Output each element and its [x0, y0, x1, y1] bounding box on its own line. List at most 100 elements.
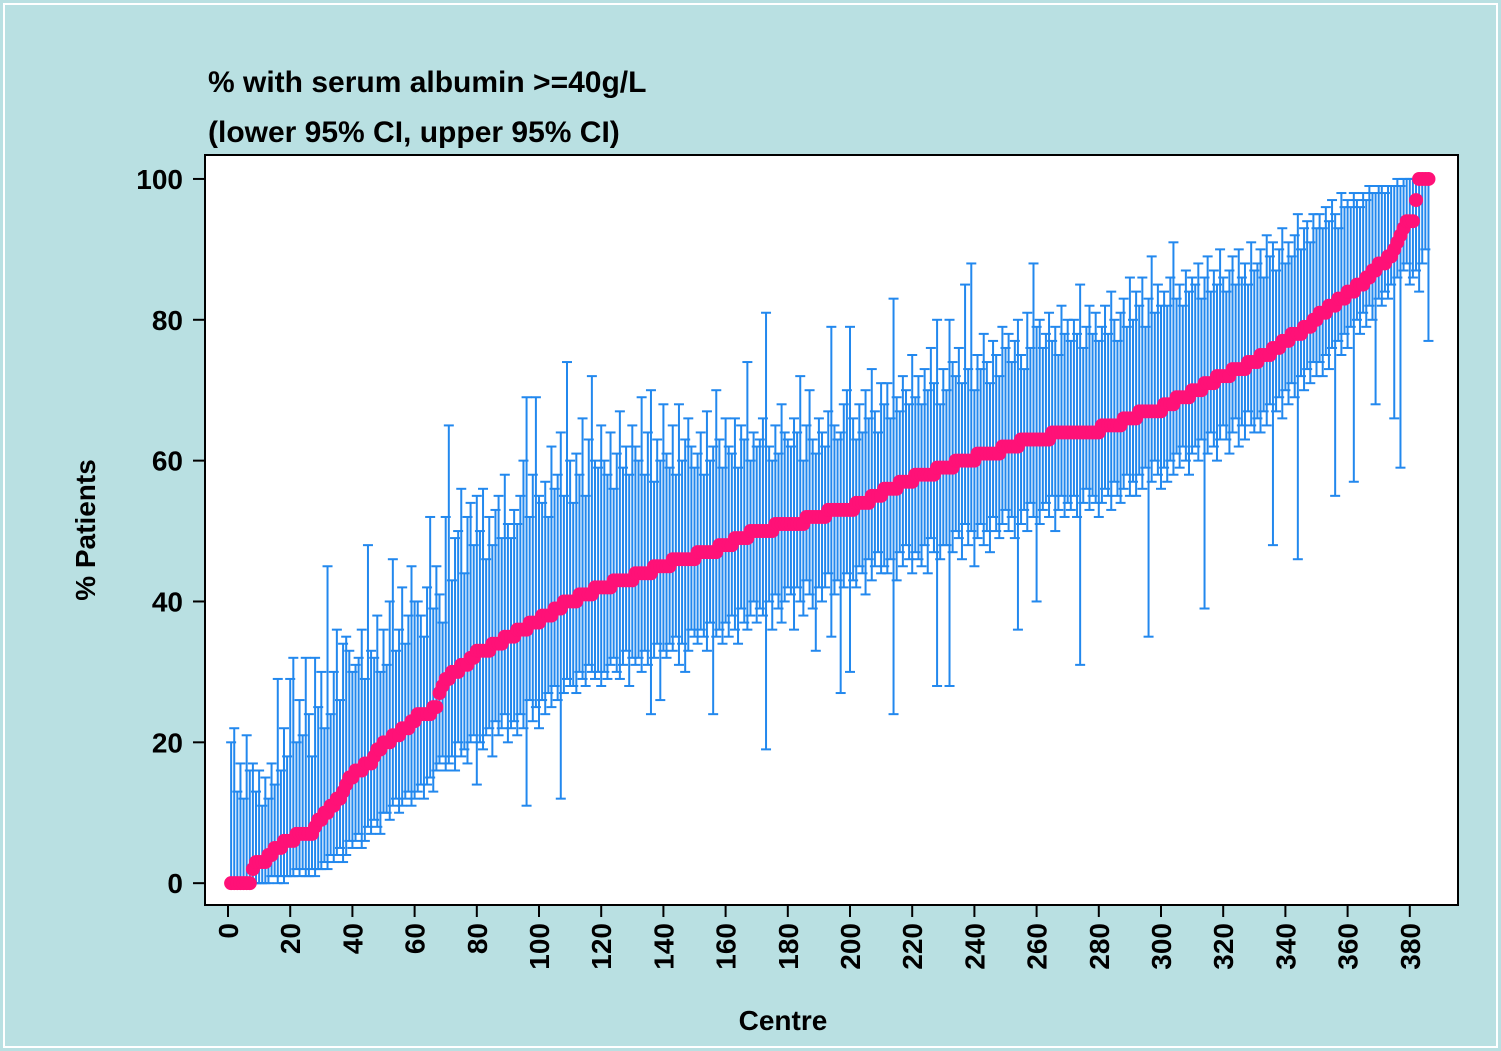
x-tick-label: 240: [959, 923, 990, 970]
x-tick-label: 220: [897, 923, 928, 970]
marks: [224, 171, 1436, 891]
x-tick-label: 320: [1208, 923, 1239, 970]
chart-subtitle: (lower 95% CI, upper 95% CI): [208, 116, 620, 149]
x-tick-label: 260: [1022, 923, 1053, 970]
y-tick-label: 80: [152, 305, 183, 336]
error-bar: [356, 628, 367, 849]
point: [429, 700, 444, 715]
error-bar: [571, 452, 582, 695]
error-bar: [465, 501, 476, 744]
error-bar: [1292, 213, 1303, 561]
error-bar: [1348, 192, 1359, 483]
error-bar: [860, 389, 871, 596]
error-bar: [605, 431, 616, 666]
error-bar: [897, 375, 908, 568]
error-bar: [1131, 290, 1142, 497]
error-bar: [1168, 241, 1179, 476]
error-bar: [1239, 262, 1250, 441]
error-bar: [1261, 234, 1272, 427]
error-bar: [630, 445, 641, 666]
error-bar: [1022, 311, 1033, 533]
y-axis-label: % Patients: [70, 459, 101, 601]
x-tick-label: 0: [213, 923, 244, 939]
error-bar: [683, 417, 694, 652]
error-bar: [493, 494, 504, 737]
error-bar: [866, 368, 877, 582]
error-bar: [701, 410, 712, 652]
error-bar: [589, 459, 600, 680]
error-bar: [742, 361, 753, 631]
error-bar: [596, 424, 607, 687]
error-bar: [1012, 318, 1023, 631]
x-axis-label: Centre: [739, 1005, 828, 1036]
error-bar: [1106, 290, 1117, 511]
x-tick-label: 340: [1270, 923, 1301, 970]
error-bar: [1342, 199, 1353, 349]
error-bar: [540, 480, 551, 716]
y-tick-label: 0: [167, 868, 183, 899]
error-bar: [456, 487, 467, 758]
error-bar: [366, 649, 377, 835]
x-tick-label: 20: [275, 923, 306, 954]
error-bar: [1084, 304, 1095, 511]
error-bar: [907, 354, 918, 575]
error-bar: [278, 727, 289, 885]
error-bar: [1034, 318, 1045, 526]
error-bar: [471, 494, 482, 786]
error-bar: [1003, 332, 1014, 533]
error-bar: [1202, 255, 1213, 455]
y-tick-label: 100: [136, 164, 183, 195]
error-bar: [779, 431, 790, 603]
error-bar: [443, 424, 454, 765]
error-bar: [614, 410, 625, 680]
point: [1421, 171, 1436, 186]
error-bar: [1233, 248, 1244, 448]
error-bar: [1336, 192, 1347, 356]
x-tick-label: 140: [648, 923, 679, 970]
error-bar: [387, 558, 398, 807]
error-bar: [845, 325, 856, 673]
error-bar: [1255, 248, 1266, 434]
error-bar: [341, 635, 352, 856]
error-bar: [478, 487, 489, 751]
error-bar: [397, 586, 408, 807]
x-tick-label: 120: [586, 923, 617, 970]
error-bar: [521, 396, 532, 807]
x-tick-label: 100: [524, 923, 555, 970]
x-tick-label: 200: [835, 923, 866, 970]
error-bar: [1330, 213, 1341, 497]
error-bar: [1283, 241, 1294, 406]
error-bar: [1118, 297, 1129, 490]
point: [1409, 193, 1424, 208]
frame: [3, 3, 1498, 1048]
error-bar: [1277, 227, 1288, 420]
error-bar: [412, 600, 423, 793]
error-bar: [645, 389, 656, 716]
error-bar: [431, 565, 442, 772]
error-bar: [944, 318, 955, 687]
error-bar: [1174, 283, 1185, 469]
x-tick-label: 60: [400, 923, 431, 954]
error-bar: [888, 297, 899, 716]
x-tick-label: 380: [1395, 923, 1426, 970]
x-tick-label: 300: [1146, 923, 1177, 970]
error-bar: [1137, 276, 1148, 490]
error-bar: [997, 325, 1008, 526]
error-bar: [978, 332, 989, 547]
error-bar: [1193, 262, 1204, 462]
point: [1405, 214, 1420, 229]
error-bar: [1267, 241, 1278, 547]
x-tick-label: 180: [773, 923, 804, 970]
error-bar: [661, 452, 672, 659]
x-tick-label: 40: [337, 923, 368, 954]
error-bar: [546, 445, 557, 709]
chart-title: % with serum albumin >=40g/L: [208, 66, 646, 99]
error-bar: [826, 325, 837, 638]
y-tick-label: 20: [152, 727, 183, 758]
error-bar: [555, 431, 566, 800]
error-bar: [1187, 276, 1198, 455]
error-bar: [331, 628, 342, 856]
y-tick-label: 60: [152, 446, 183, 477]
x-tick-label: 360: [1333, 923, 1364, 970]
